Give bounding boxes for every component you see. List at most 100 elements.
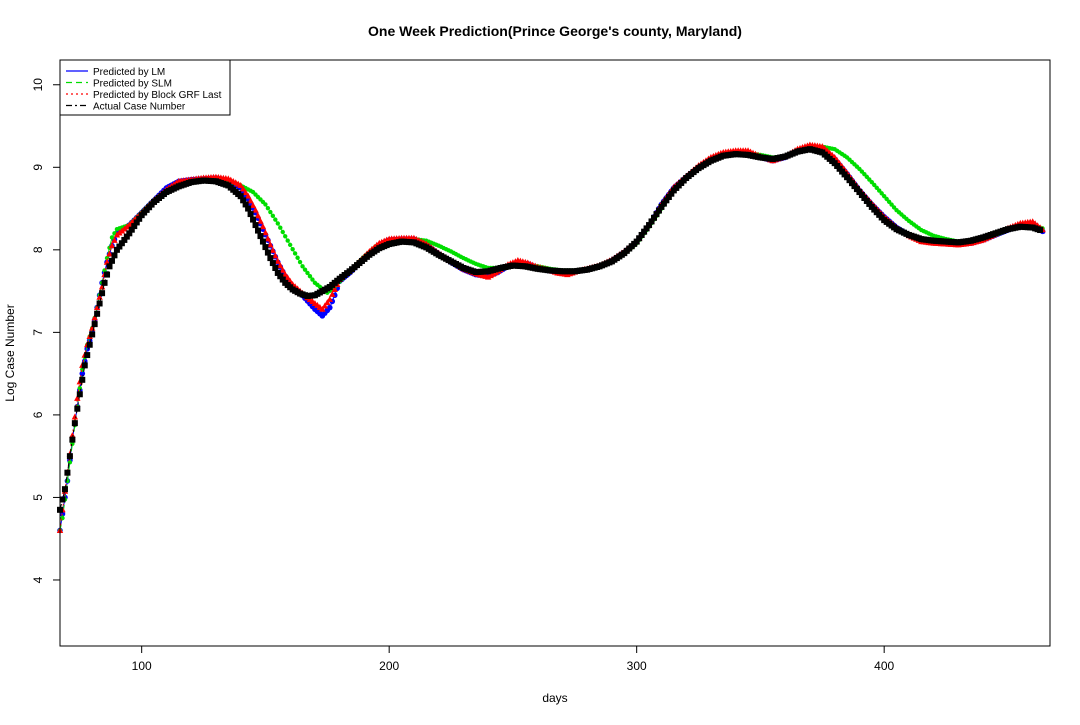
x-tick-label: 100 xyxy=(132,659,152,673)
series-line xyxy=(59,146,1046,531)
data-point xyxy=(295,255,300,260)
y-tick-label: 6 xyxy=(31,411,45,418)
y-tick-label: 4 xyxy=(31,576,45,583)
data-point xyxy=(101,279,108,286)
y-axis: 4 5 6 7 8 9 10 xyxy=(31,78,61,583)
data-point xyxy=(668,190,675,197)
data-point xyxy=(658,203,665,210)
data-point xyxy=(86,341,93,348)
data-point xyxy=(643,225,650,232)
data-point xyxy=(282,271,289,278)
data-point xyxy=(109,235,115,240)
data-point xyxy=(651,214,657,221)
data-point xyxy=(108,257,115,264)
data-point xyxy=(252,222,259,229)
data-point xyxy=(278,225,283,230)
data-point xyxy=(269,260,276,267)
data-point xyxy=(113,246,120,253)
data-point xyxy=(94,310,101,317)
data-point xyxy=(302,267,308,272)
data-point xyxy=(265,206,271,211)
data-point xyxy=(242,201,249,208)
data-point xyxy=(61,486,68,493)
data-point xyxy=(319,305,326,312)
data-point xyxy=(648,218,655,225)
data-point xyxy=(636,235,643,242)
data-point xyxy=(270,213,276,219)
data-point xyxy=(665,194,672,201)
data-point xyxy=(633,238,640,245)
data-point xyxy=(262,244,269,251)
data-point xyxy=(1037,227,1044,234)
data-point xyxy=(263,202,268,207)
data-point xyxy=(247,197,254,204)
data-point xyxy=(116,243,123,250)
data-point xyxy=(121,236,128,243)
data-point xyxy=(66,453,73,460)
data-point xyxy=(267,255,274,262)
plot-area-frame xyxy=(59,59,1051,647)
data-point xyxy=(240,197,247,204)
data-point xyxy=(292,251,298,256)
data-point xyxy=(126,230,133,237)
legend-label: Predicted by SLM xyxy=(93,79,172,90)
x-axis: 100 200 300 400 xyxy=(132,645,895,673)
data-point xyxy=(252,206,259,213)
series-predicted-by-block-grf-last xyxy=(56,141,1046,533)
data-point xyxy=(77,385,83,391)
data-point xyxy=(81,362,88,369)
data-point xyxy=(136,215,143,222)
y-axis-label: Log Case Number xyxy=(3,304,17,401)
x-tick-label: 300 xyxy=(627,659,647,673)
y-tick-label: 8 xyxy=(31,246,45,253)
data-point xyxy=(638,231,645,238)
data-point xyxy=(91,314,98,321)
data-point xyxy=(247,211,254,218)
data-point xyxy=(324,299,331,306)
data-point xyxy=(237,181,244,188)
data-point xyxy=(267,241,274,248)
data-point xyxy=(259,223,267,230)
data-point xyxy=(111,236,118,243)
data-point xyxy=(284,274,291,281)
data-point xyxy=(257,233,264,240)
data-point xyxy=(326,304,333,311)
data-point xyxy=(103,258,111,265)
data-point xyxy=(99,290,106,297)
series-line xyxy=(59,146,1046,531)
data-point xyxy=(79,376,86,383)
data-point xyxy=(244,192,252,199)
data-point xyxy=(257,217,264,224)
data-point xyxy=(307,274,313,279)
data-point xyxy=(283,234,288,239)
data-point xyxy=(123,233,130,240)
data-point xyxy=(277,273,284,280)
data-point xyxy=(259,238,266,245)
legend-box xyxy=(59,59,231,116)
data-point xyxy=(111,252,118,259)
data-point xyxy=(237,193,244,200)
data-point xyxy=(660,200,667,207)
data-point xyxy=(310,277,315,282)
data-point xyxy=(239,185,247,192)
data-point xyxy=(279,276,286,283)
data-point xyxy=(128,226,135,233)
data-point xyxy=(277,262,284,269)
data-point xyxy=(133,219,140,226)
data-point xyxy=(71,413,79,420)
data-point xyxy=(268,209,273,215)
data-point xyxy=(275,221,280,226)
data-point xyxy=(76,391,83,398)
data-point xyxy=(264,235,272,242)
data-point xyxy=(287,242,293,248)
data-point xyxy=(646,222,653,229)
series-line xyxy=(59,144,1046,531)
data-point xyxy=(69,436,76,443)
chart-title: One Week Prediction(Prince George's coun… xyxy=(368,23,742,39)
data-point xyxy=(254,212,262,219)
series-layer xyxy=(56,141,1046,534)
legend-label: Actual Case Number xyxy=(93,102,186,113)
data-point xyxy=(89,331,96,338)
